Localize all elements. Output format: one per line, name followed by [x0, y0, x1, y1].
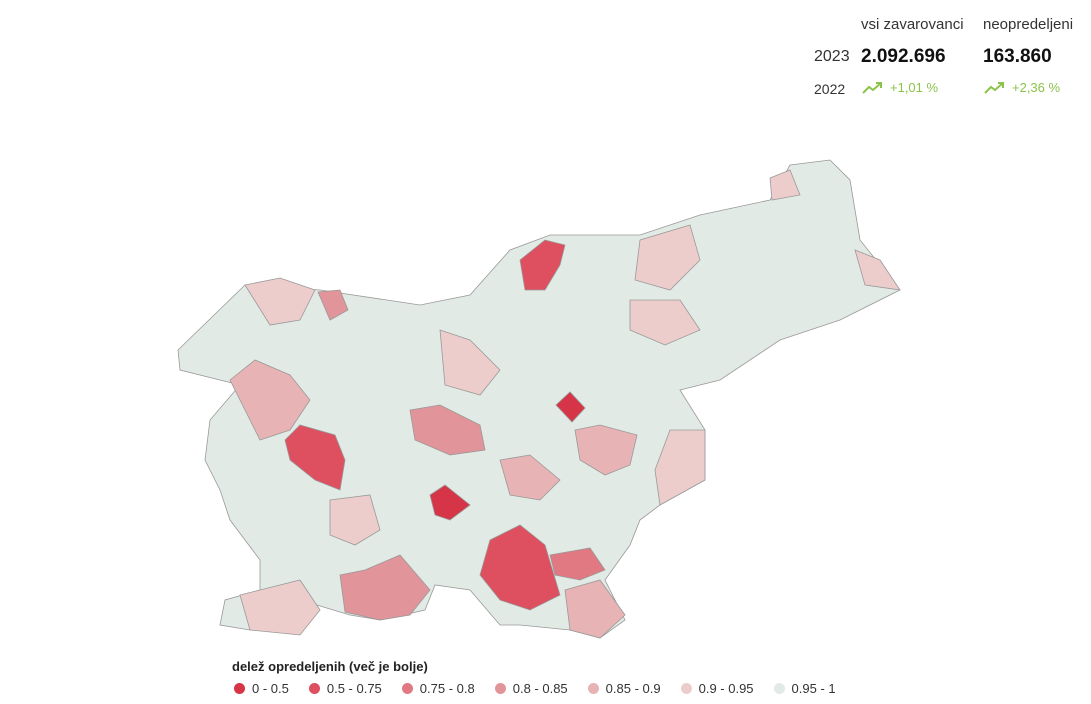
legend: 0 - 0.5 0.5 - 0.75 0.75 - 0.8 0.8 - 0.85 0.8… [234, 681, 836, 696]
region [574, 424, 638, 476]
legend-swatch [680, 683, 692, 694]
legend-label: 0.75 - 0.8 [419, 681, 475, 696]
region [634, 224, 701, 291]
region [499, 454, 561, 501]
trend: +1,01 % [862, 80, 938, 95]
legend-item: 0.8 - 0.85 [494, 681, 568, 696]
legend-label: 0.9 - 0.95 [698, 681, 754, 696]
trend-icon [862, 81, 882, 94]
legend-item: 0.5 - 0.75 [308, 681, 382, 696]
year-label: 2022 [814, 81, 846, 97]
region [654, 429, 706, 506]
region [329, 494, 381, 546]
legend-swatch [401, 683, 413, 694]
legend-label: 0.85 - 0.9 [605, 681, 661, 696]
legend-title: delež opredeljenih (več je bolje) [232, 659, 428, 674]
region [229, 359, 311, 441]
region [439, 329, 501, 396]
legend-label: 0 - 0.5 [252, 681, 289, 696]
trend-value: +1,01 % [890, 80, 939, 95]
legend-item: 0.85 - 0.9 [587, 681, 661, 696]
column-header: neopredeljeni [983, 16, 1074, 33]
legend-item: 0.75 - 0.8 [401, 681, 475, 696]
region [555, 391, 586, 423]
legend-item: 0.95 - 1 [773, 681, 836, 696]
legend-label: 0.95 - 1 [791, 681, 836, 696]
legend-swatch [587, 683, 599, 694]
region [519, 239, 566, 291]
legend-item: 0.9 - 0.95 [680, 681, 754, 696]
region [629, 299, 701, 346]
stat-value: 2.092.696 [861, 46, 946, 67]
legend-label: 0.8 - 0.85 [512, 681, 568, 696]
legend-swatch [773, 683, 785, 694]
region [317, 289, 349, 321]
stat-value: 163.860 [983, 46, 1052, 67]
map [177, 159, 901, 639]
legend-label: 0.5 - 0.75 [326, 681, 382, 696]
region [549, 547, 606, 581]
region [479, 524, 561, 611]
region [409, 404, 486, 456]
region [769, 169, 801, 201]
trend-value: +2,36 % [1012, 80, 1061, 95]
region [854, 249, 901, 291]
region [239, 579, 321, 636]
region [284, 424, 346, 491]
region [429, 484, 471, 521]
trend: +2,36 % [984, 80, 1060, 95]
region [564, 579, 626, 639]
column-header: vsi zavarovanci [861, 16, 964, 33]
region [339, 554, 431, 621]
region [244, 277, 316, 326]
trend-icon [984, 81, 1004, 94]
legend-swatch [494, 683, 506, 694]
legend-swatch [308, 683, 320, 694]
year-label: 2023 [814, 48, 850, 65]
legend-swatch [234, 683, 245, 694]
legend-item: 0 - 0.5 [234, 681, 289, 696]
